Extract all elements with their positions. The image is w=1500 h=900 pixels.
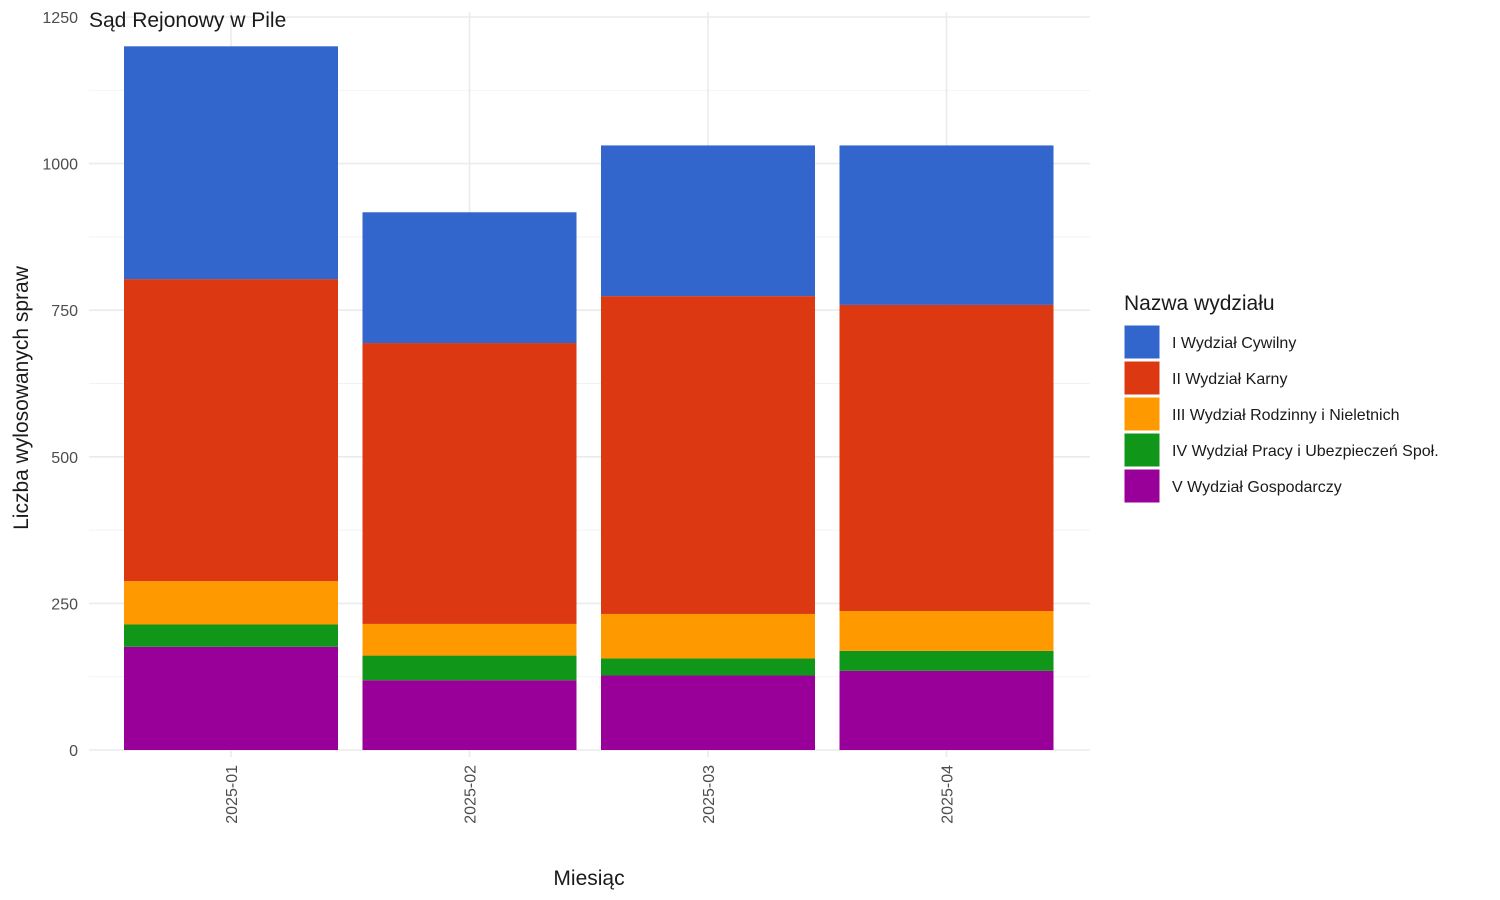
legend-label: IV Wydział Pracy i Ubezpieczeń Społ. — [1172, 443, 1439, 460]
bar-segment — [601, 145, 815, 297]
x-tick-label: 2025-02 — [463, 765, 480, 824]
legend-label: V Wydział Gospodarczy — [1172, 479, 1342, 496]
bar-segment — [839, 650, 1054, 671]
y-tick-label: 750 — [51, 303, 78, 320]
bar-segment — [124, 279, 338, 582]
legend: Nazwa wydziału I Wydział Cywilny II Wydzi… — [1123, 292, 1439, 504]
legend-swatch — [1123, 396, 1161, 432]
legend-swatch — [1123, 468, 1161, 504]
y-tick-label: 0 — [69, 743, 78, 760]
x-tick-label: 2025-04 — [940, 765, 957, 824]
legend-label: I Wydział Cywilny — [1172, 335, 1296, 352]
legend-swatch — [1123, 324, 1161, 360]
y-tick-label: 250 — [51, 596, 78, 613]
y-tick-label: 1250 — [42, 10, 78, 27]
bar-segment — [362, 655, 577, 681]
bars — [124, 46, 1054, 750]
chart-title: Sąd Rejonowy w Pile — [89, 9, 286, 32]
x-axis-title: Miesiąc — [553, 867, 624, 890]
bar-segment — [601, 613, 815, 659]
bar-segment — [839, 304, 1054, 612]
bar-segment — [839, 670, 1054, 750]
bar-segment — [601, 296, 815, 614]
bar-segment — [124, 646, 338, 750]
legend-title: Nazwa wydziału — [1124, 292, 1275, 315]
y-axis-title: Liczba wylosowanych spraw — [10, 265, 33, 530]
bar-segment — [839, 611, 1054, 651]
bar-segment — [601, 675, 815, 750]
legend-label: II Wydział Karny — [1172, 371, 1287, 388]
bar-segment — [839, 145, 1054, 305]
legend-swatch — [1123, 360, 1161, 396]
y-tick-label: 500 — [51, 450, 78, 467]
bar-segment — [124, 624, 338, 647]
bar-segment — [124, 581, 338, 625]
bar-segment — [362, 343, 577, 624]
x-tick-label: 2025-01 — [224, 765, 241, 824]
bar-segment — [601, 658, 815, 676]
x-axis-ticks: 2025-01 2025-02 2025-03 2025-04 — [224, 765, 957, 824]
bar-segment — [124, 46, 338, 280]
y-tick-label: 1000 — [42, 157, 78, 174]
y-axis-ticks: 0 250 500 750 1000 1250 — [42, 10, 78, 760]
bar-segment — [362, 623, 577, 656]
bar-segment — [362, 212, 577, 344]
bar-segment — [362, 680, 577, 750]
legend-label: III Wydział Rodzinny i Nieletnich — [1172, 407, 1400, 424]
x-tick-label: 2025-03 — [701, 765, 718, 824]
legend-swatch — [1123, 432, 1161, 468]
